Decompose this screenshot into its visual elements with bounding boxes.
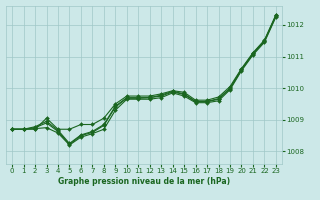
X-axis label: Graphe pression niveau de la mer (hPa): Graphe pression niveau de la mer (hPa) (58, 177, 230, 186)
